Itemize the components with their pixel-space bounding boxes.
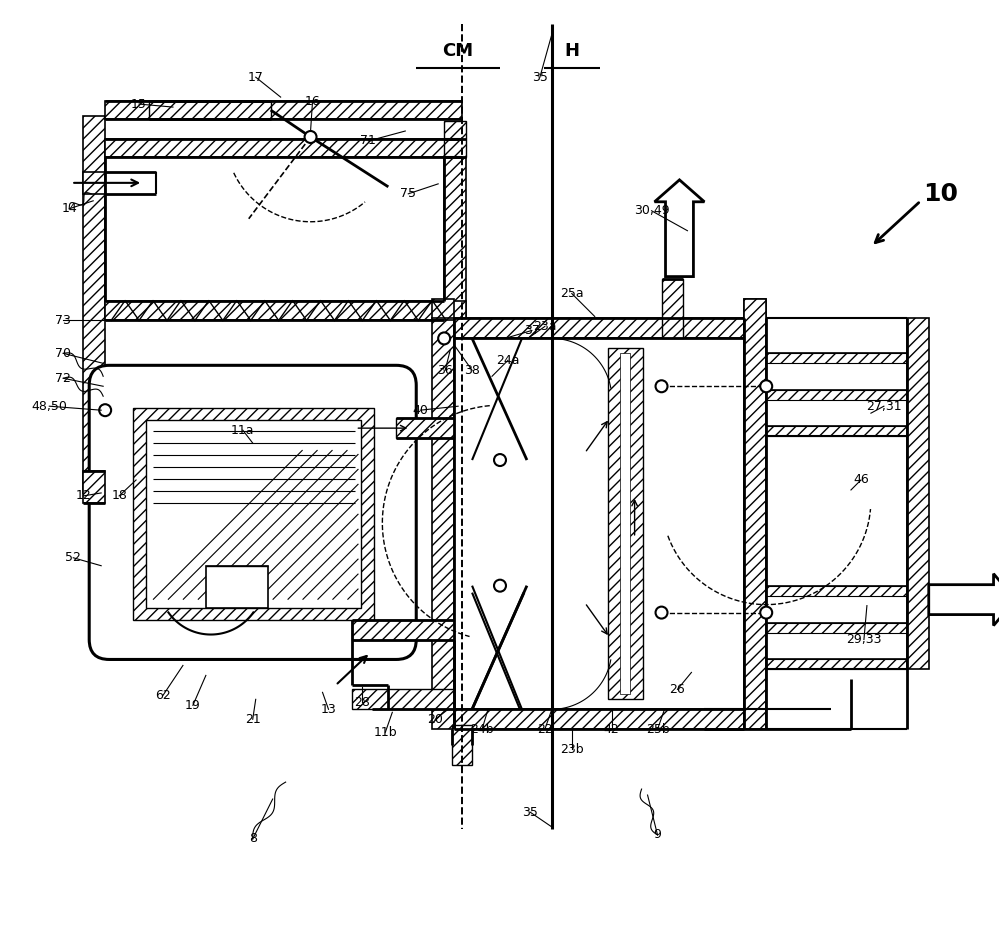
- Text: 52: 52: [65, 551, 81, 564]
- Text: 37: 37: [524, 324, 540, 337]
- Text: 18: 18: [111, 489, 127, 502]
- FancyArrow shape: [655, 180, 704, 277]
- Text: 36: 36: [437, 364, 453, 376]
- Text: 28: 28: [354, 696, 370, 709]
- Circle shape: [656, 380, 668, 392]
- Bar: [766, 391, 907, 400]
- Bar: [146, 420, 361, 608]
- Bar: [907, 319, 929, 669]
- Text: 25b: 25b: [646, 722, 669, 736]
- Circle shape: [656, 607, 668, 619]
- Bar: [662, 279, 683, 338]
- Text: 26: 26: [670, 683, 685, 696]
- Bar: [766, 427, 907, 436]
- Circle shape: [305, 131, 317, 143]
- Circle shape: [99, 404, 111, 416]
- Circle shape: [494, 579, 506, 592]
- Text: 17: 17: [248, 71, 264, 83]
- Bar: [766, 354, 907, 363]
- Text: 24b: 24b: [470, 722, 494, 736]
- Text: 30,49: 30,49: [634, 204, 669, 217]
- Bar: [452, 725, 472, 765]
- Bar: [105, 301, 444, 320]
- Text: 75: 75: [400, 188, 416, 200]
- Text: 25a: 25a: [560, 287, 584, 300]
- Bar: [133, 409, 374, 620]
- Text: 62: 62: [155, 689, 171, 702]
- Text: 21: 21: [245, 713, 261, 726]
- Text: 22: 22: [537, 722, 553, 736]
- Text: 13: 13: [321, 702, 336, 716]
- Text: 42: 42: [604, 722, 620, 736]
- Bar: [608, 348, 643, 700]
- Text: 15: 15: [131, 98, 147, 111]
- Text: 11b: 11b: [374, 726, 397, 738]
- Bar: [105, 139, 462, 157]
- Text: 10: 10: [923, 182, 958, 206]
- Text: 19: 19: [185, 699, 201, 712]
- Bar: [766, 586, 907, 595]
- Text: 46: 46: [853, 473, 869, 486]
- Text: 23b: 23b: [560, 742, 584, 756]
- Bar: [432, 299, 454, 729]
- Bar: [105, 101, 462, 119]
- Bar: [444, 157, 466, 320]
- Text: 24a: 24a: [496, 354, 520, 367]
- Text: 29,33: 29,33: [846, 633, 882, 646]
- Bar: [352, 689, 454, 709]
- Bar: [454, 709, 744, 729]
- Text: 20: 20: [427, 713, 443, 726]
- Bar: [744, 299, 766, 729]
- Text: 12: 12: [75, 489, 91, 502]
- Circle shape: [494, 454, 506, 466]
- Text: 71: 71: [360, 135, 376, 148]
- Bar: [149, 101, 271, 119]
- Text: 23a: 23a: [533, 319, 557, 333]
- Bar: [352, 620, 454, 640]
- Text: 8: 8: [249, 832, 257, 846]
- Text: CM: CM: [443, 43, 474, 61]
- Text: 40: 40: [412, 404, 428, 417]
- Bar: [83, 471, 105, 503]
- Bar: [206, 566, 268, 608]
- Text: 70: 70: [55, 347, 71, 360]
- Bar: [454, 319, 744, 338]
- Text: 35: 35: [532, 71, 548, 83]
- Text: 38: 38: [464, 364, 480, 376]
- Bar: [620, 354, 630, 694]
- Text: 16: 16: [305, 95, 320, 107]
- Bar: [744, 299, 766, 729]
- Text: 9: 9: [654, 829, 661, 842]
- Text: 73: 73: [55, 314, 71, 327]
- Circle shape: [760, 607, 772, 619]
- Circle shape: [438, 333, 450, 344]
- Bar: [432, 319, 454, 320]
- FancyBboxPatch shape: [89, 365, 416, 660]
- Text: 27,31: 27,31: [866, 400, 902, 412]
- Bar: [766, 660, 907, 669]
- Text: 72: 72: [55, 372, 71, 385]
- Bar: [83, 116, 105, 493]
- FancyArrow shape: [929, 574, 1000, 626]
- Bar: [83, 172, 105, 193]
- Bar: [396, 418, 454, 438]
- Text: 14: 14: [61, 202, 77, 215]
- Bar: [444, 121, 466, 157]
- Text: 35: 35: [522, 806, 538, 818]
- Text: H: H: [564, 43, 579, 61]
- Circle shape: [760, 380, 772, 392]
- Text: 48,50: 48,50: [31, 400, 67, 412]
- Bar: [442, 301, 466, 322]
- Bar: [766, 623, 907, 632]
- Text: 11a: 11a: [231, 424, 255, 437]
